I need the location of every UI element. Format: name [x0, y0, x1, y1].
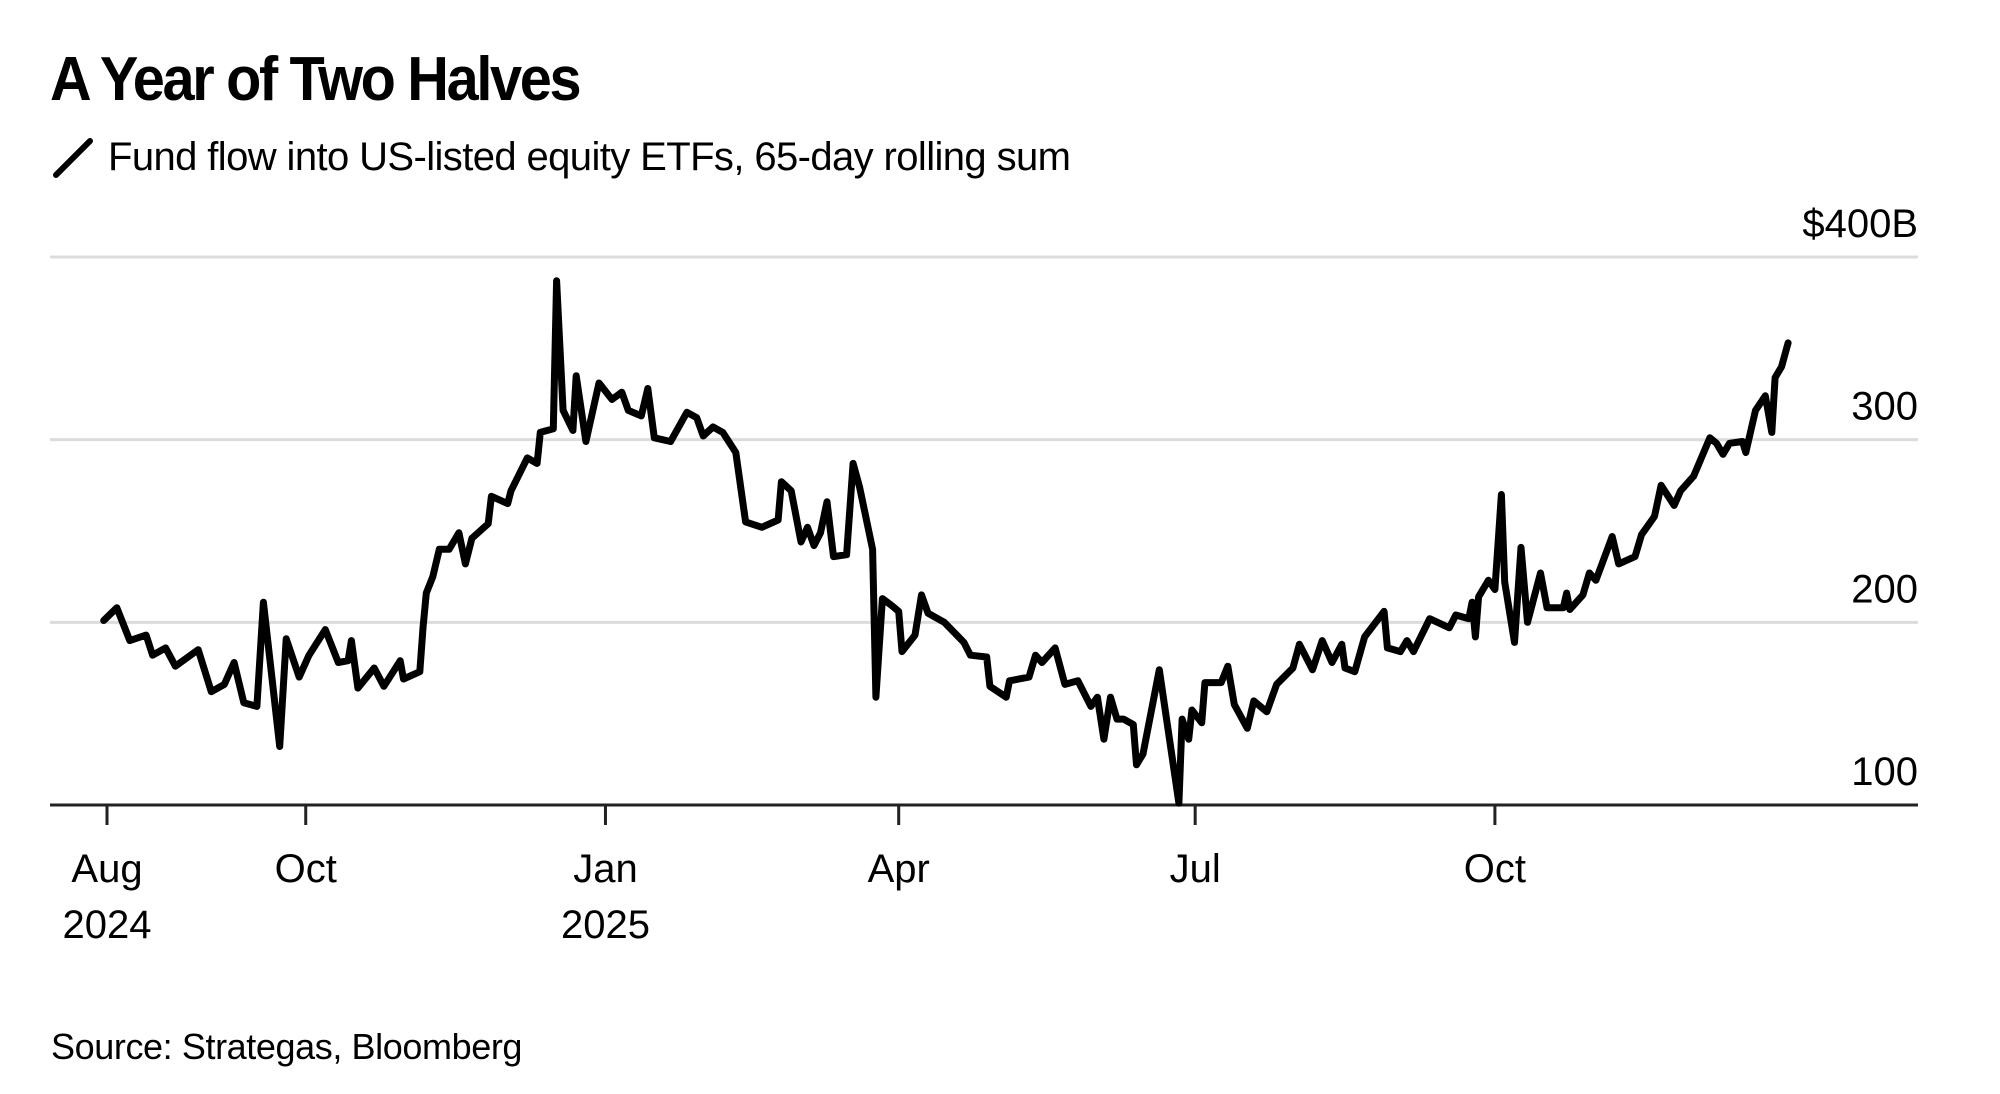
- x-tick-label: Oct: [1464, 847, 1526, 891]
- y-tick-label: 100: [1851, 750, 1918, 794]
- source-note: Source: Strategas, Bloomberg: [51, 1026, 523, 1067]
- series-group: [100, 277, 1792, 807]
- x-tick-year-label: 2025: [561, 903, 650, 947]
- chart-title: A Year of Two Halves: [50, 45, 582, 114]
- gridlines: [50, 255, 1918, 624]
- x-tick-label: Jan: [573, 847, 638, 891]
- legend: Fund flow into US-listed equity ETFs, 65…: [52, 134, 1071, 180]
- series-line-0: [100, 277, 1792, 807]
- y-tick-label: 200: [1851, 567, 1918, 611]
- y-axis-labels: $400B 300 200 100: [1802, 202, 1918, 794]
- x-tick-label: Aug: [71, 847, 142, 891]
- x-tick-label: Apr: [868, 847, 930, 891]
- x-axis: Aug 2024 Oct Jan 2025 Apr Jul Oct: [50, 803, 1918, 947]
- x-tick-label: Jul: [1170, 847, 1221, 891]
- x-tick-label: Oct: [275, 847, 337, 891]
- x-tick-year-label: 2024: [63, 903, 152, 947]
- legend-label: Fund flow into US-listed equity ETFs, 65…: [108, 134, 1071, 179]
- line-chart: $400B 300 200 100 Aug 2024 Oct Jan 2025 Apr Jul Oc…: [50, 202, 1918, 947]
- y-tick-label: $400B: [1802, 202, 1918, 246]
- legend-line-icon: [53, 138, 93, 178]
- y-tick-label: 300: [1851, 385, 1918, 429]
